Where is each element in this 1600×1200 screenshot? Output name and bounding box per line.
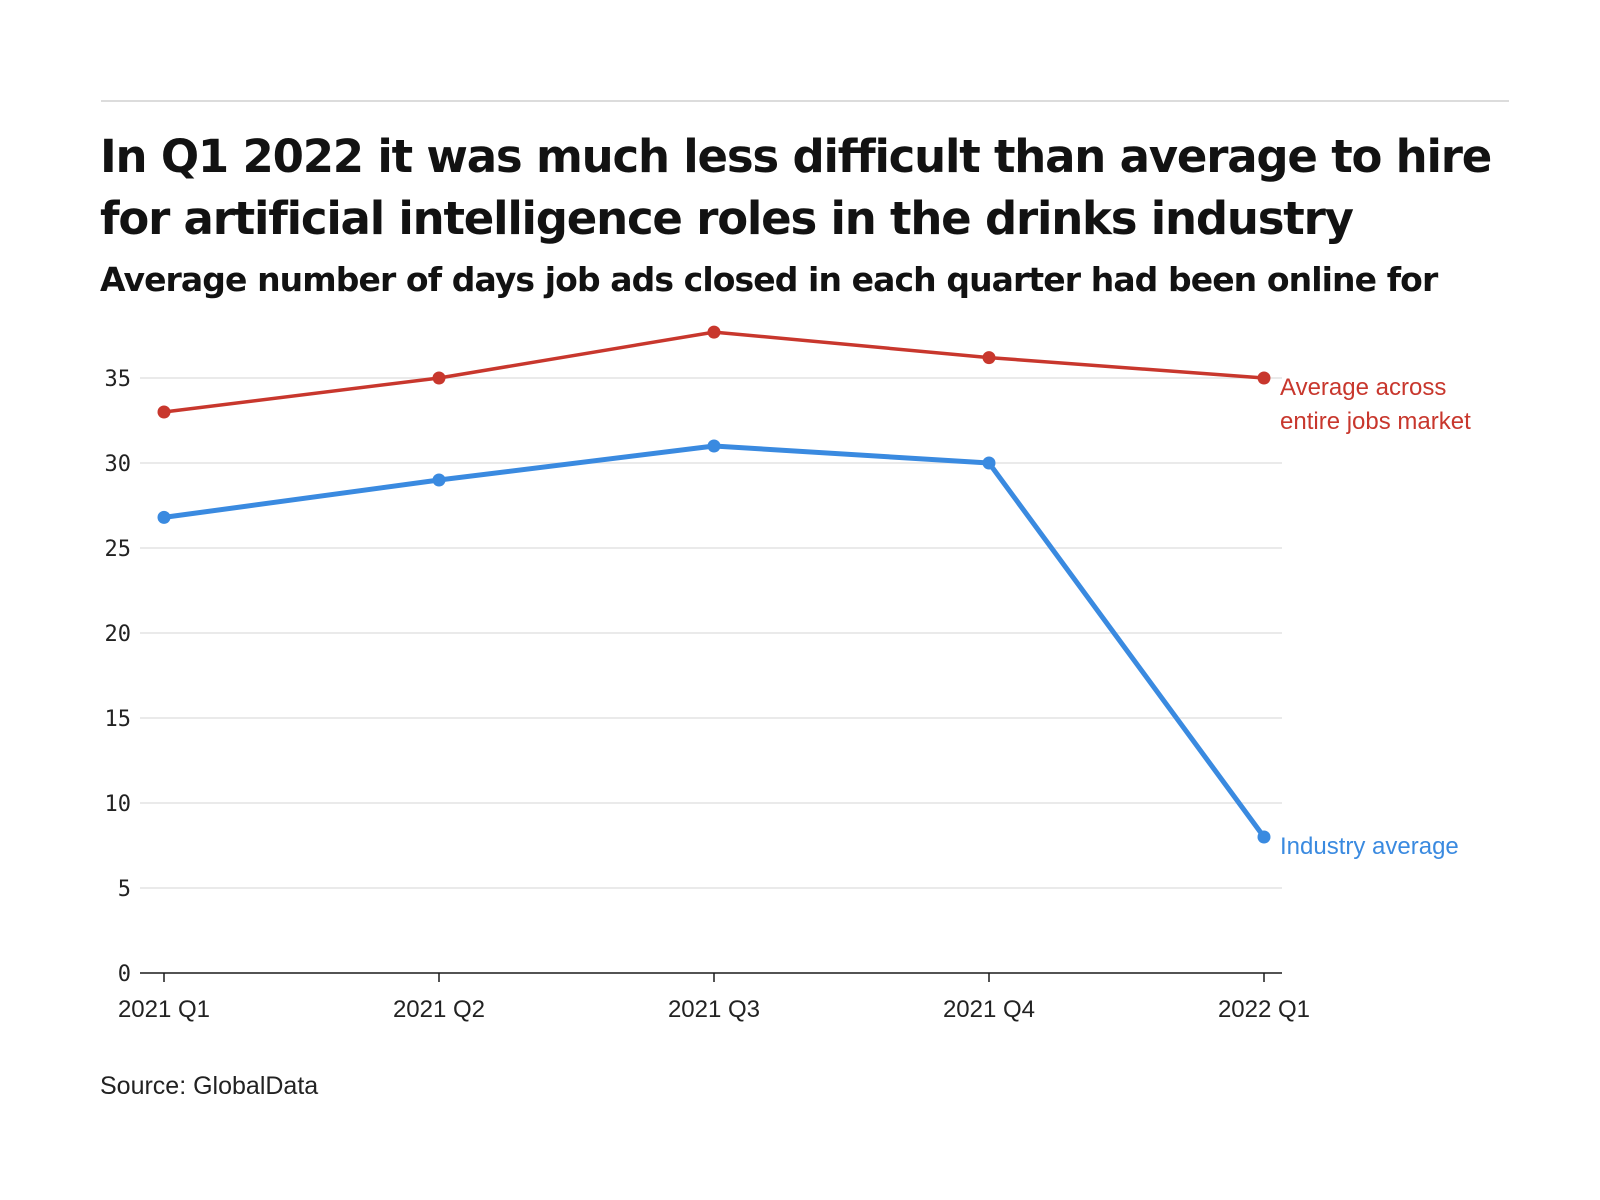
x-tick-label-4: 2022 Q1 (1218, 996, 1310, 1023)
y-tick-label-25: 25 (105, 537, 132, 562)
series-label-1-line-0: Industry average (1280, 833, 1459, 860)
y-tick-label-10: 10 (105, 792, 132, 817)
data-point-s0-4 (1257, 371, 1271, 385)
data-point-s0-2 (707, 325, 721, 339)
series-line-1 (161, 443, 1267, 840)
data-point-s0-0 (157, 405, 171, 419)
x-tick-label-2: 2021 Q3 (668, 996, 760, 1023)
x-tick-label-1: 2021 Q2 (393, 996, 485, 1023)
data-point-s1-0 (157, 510, 171, 524)
y-tick-label-35: 35 (105, 367, 132, 392)
chart-title: In Q1 2022 it was much less difficult th… (100, 130, 1492, 245)
y-tick-label-15: 15 (105, 707, 132, 732)
data-point-s1-3 (982, 456, 996, 470)
chart-subtitle: Average number of days job ads closed in… (100, 260, 1438, 299)
series-line-0 (162, 330, 1266, 414)
data-point-s1-2 (707, 439, 721, 453)
series-label-0-line-0: Average across (1280, 374, 1446, 401)
data-point-s1-1 (432, 473, 446, 487)
data-point-s1-4 (1257, 830, 1271, 844)
data-point-s0-1 (432, 371, 446, 385)
y-tick-label-5: 5 (118, 877, 131, 902)
source-note: Source: GlobalData (100, 1072, 319, 1100)
top-rule (101, 100, 1509, 102)
y-tick-label-20: 20 (105, 622, 132, 647)
y-tick-label-30: 30 (105, 452, 132, 477)
data-point-s0-3 (982, 351, 996, 365)
x-tick-label-3: 2021 Q4 (943, 996, 1035, 1023)
series-label-0-line-1: entire jobs market (1280, 408, 1471, 435)
x-tick-label-0: 2021 Q1 (118, 996, 210, 1023)
y-tick-label-0: 0 (118, 962, 131, 987)
